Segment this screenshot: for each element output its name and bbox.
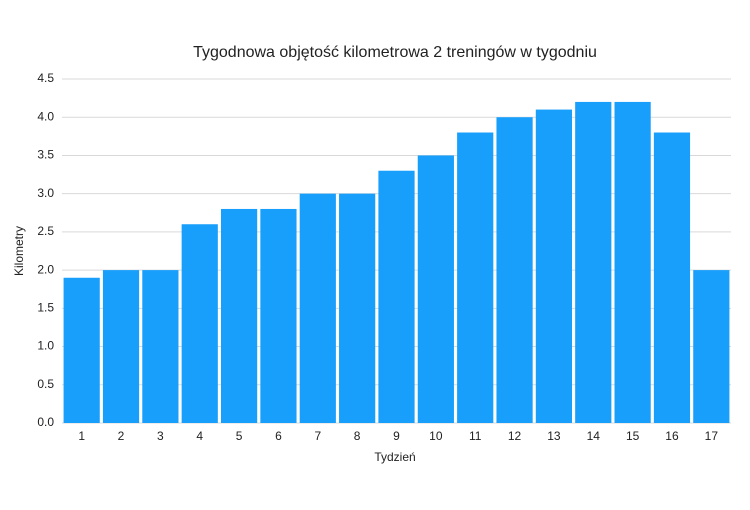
bar xyxy=(575,101,612,423)
y-tick-label: 1.0 xyxy=(37,339,54,353)
x-tick-label: 11 xyxy=(469,429,482,443)
x-tick-label: 17 xyxy=(705,429,719,443)
y-tick-label: 0.0 xyxy=(37,415,54,429)
bar xyxy=(496,117,533,423)
x-tick-label: 1 xyxy=(78,429,85,443)
x-tick-label: 7 xyxy=(314,429,321,443)
y-tick-label: 0.5 xyxy=(37,377,54,391)
y-tick-label: 4.5 xyxy=(37,71,54,85)
x-tick-label: 8 xyxy=(354,429,361,443)
y-tick-label: 3.5 xyxy=(37,148,54,162)
y-tick-label: 3.0 xyxy=(37,186,54,200)
bar xyxy=(181,224,218,423)
y-tick-label: 1.5 xyxy=(37,301,54,315)
bar xyxy=(457,132,494,423)
y-tick-label: 2.0 xyxy=(37,262,54,276)
bar xyxy=(378,170,415,423)
bar xyxy=(102,270,140,423)
bar xyxy=(417,155,454,423)
x-tick-label: 5 xyxy=(236,429,243,443)
bar xyxy=(535,109,573,424)
x-tick-label: 16 xyxy=(665,429,679,443)
x-axis-title: Tydzień xyxy=(374,450,415,464)
bar xyxy=(63,277,100,423)
bar xyxy=(142,270,179,423)
bar xyxy=(693,270,730,423)
y-tick-label: 4.0 xyxy=(37,109,54,123)
bar xyxy=(260,208,297,423)
x-tick-label: 2 xyxy=(118,429,125,443)
x-tick-label: 15 xyxy=(626,429,640,443)
bar xyxy=(614,101,651,423)
y-axis-title: Kilometry xyxy=(12,226,26,276)
x-tick-label: 3 xyxy=(157,429,164,443)
y-tick-label: 2.5 xyxy=(37,224,54,238)
x-tick-label: 14 xyxy=(587,429,601,443)
bar xyxy=(220,208,258,423)
chart-title: Tygodnowa objętość kilometrowa 2 trening… xyxy=(193,44,597,61)
x-tick-label: 6 xyxy=(275,429,282,443)
bar xyxy=(299,193,336,423)
x-tick-label: 13 xyxy=(547,429,561,443)
bar xyxy=(339,193,376,423)
x-tick-label: 9 xyxy=(393,429,400,443)
x-tick-label: 12 xyxy=(508,429,522,443)
bar xyxy=(653,132,691,423)
x-tick-label: 10 xyxy=(429,429,443,443)
x-tick-label: 4 xyxy=(196,429,203,443)
